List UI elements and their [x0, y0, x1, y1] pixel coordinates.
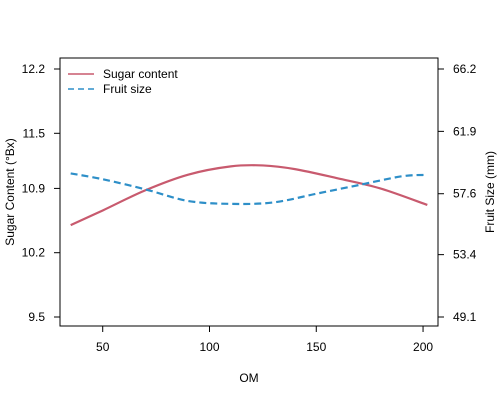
right-y-tick-label: 53.4	[453, 248, 477, 262]
x-tick-label: 50	[96, 340, 110, 354]
series-line-sugar-content	[70, 164, 428, 227]
right-y-tick-label: 61.9	[453, 124, 477, 138]
left-y-tick-label: 12.2	[22, 62, 46, 76]
left-y-axis-label: Sugar Content (°Bx)	[3, 138, 17, 246]
right-y-tick-label: 57.6	[453, 187, 477, 201]
legend-label-sugar-content: Sugar content	[103, 67, 178, 81]
legend: Sugar content Fruit size	[68, 67, 178, 96]
x-tick-label: 150	[306, 340, 326, 354]
right-y-axis-label: Fruit Size (mm)	[483, 151, 497, 233]
right-y-tick-label: 49.1	[453, 310, 477, 324]
left-y-axis: 9.5 10.2 10.9 11.5 12.2	[22, 62, 60, 324]
left-y-tick-label: 10.9	[22, 181, 46, 195]
left-y-tick-label: 10.2	[22, 246, 46, 260]
legend-label-fruit-size: Fruit size	[103, 82, 152, 96]
x-axis-label: OM	[239, 371, 258, 385]
x-tick-label: 200	[413, 340, 433, 354]
plot-frame	[59, 57, 439, 327]
series-layer	[70, 164, 428, 227]
x-tick-label: 100	[199, 340, 219, 354]
x-axis: 50 100 150 200	[96, 326, 433, 354]
left-y-tick-label: 9.5	[28, 310, 45, 324]
right-y-tick-label: 66.2	[453, 62, 477, 76]
left-y-tick-label: 11.5	[23, 126, 46, 140]
right-y-axis: 49.1 53.4 57.6 61.9 66.2	[438, 62, 477, 324]
